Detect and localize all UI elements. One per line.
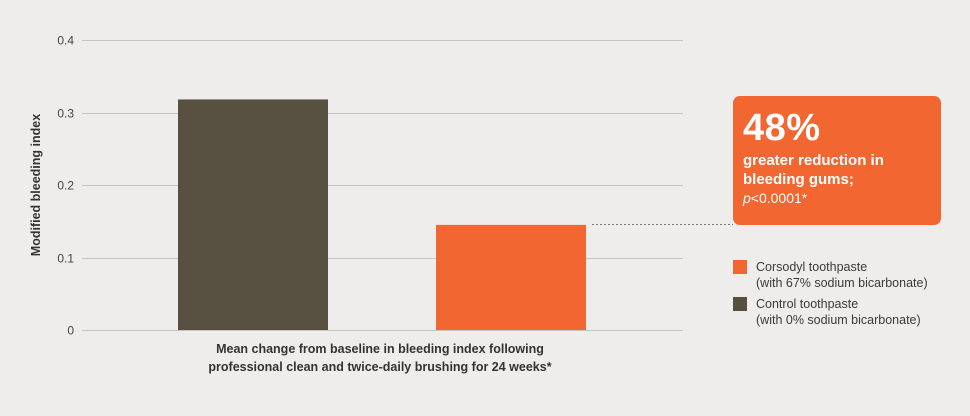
gridlines <box>82 40 683 331</box>
bar-corsodyl <box>436 224 586 330</box>
legend-sublabel-control: (with 0% sodium bicarbonate) <box>756 313 921 327</box>
bar-control <box>178 99 328 330</box>
y-tick-label: 0 <box>67 324 74 338</box>
y-tick-label: 0.1 <box>57 252 74 266</box>
legend-swatch-corsodyl <box>733 260 747 274</box>
y-tick-label: 0.2 <box>57 179 74 193</box>
callout-percentage: 48% <box>743 107 821 149</box>
callout-p-value: p<0.0001* <box>743 189 941 208</box>
legend-item-control: Control toothpaste (with 0% sodium bicar… <box>733 296 963 328</box>
bars <box>178 99 586 330</box>
legend-label-corsodyl: Corsodyl toothpaste <box>756 260 868 274</box>
x-axis-label-line1: Mean change from baseline in bleeding in… <box>216 342 544 356</box>
legend-item-corsodyl: Corsodyl toothpaste (with 67% sodium bic… <box>733 259 963 291</box>
result-callout: 48% greater reduction in bleeding gums; … <box>733 96 941 225</box>
y-tick-label: 0.3 <box>57 107 74 121</box>
legend-label-control: Control toothpaste <box>756 297 859 311</box>
p-symbol: p <box>743 190 751 206</box>
callout-text: greater reduction in bleeding gums; <box>743 151 941 189</box>
y-tick-labels: 0 0.1 0.2 0.3 0.4 <box>57 34 74 338</box>
x-axis-label: Mean change from baseline in bleeding in… <box>170 340 590 376</box>
legend: Corsodyl toothpaste (with 67% sodium bic… <box>733 259 963 328</box>
legend-swatch-control <box>733 297 747 311</box>
x-axis-label-line2: professional clean and twice-daily brush… <box>208 360 552 374</box>
y-tick-label: 0.4 <box>57 34 74 48</box>
callout-text-line1: greater reduction in <box>743 152 884 169</box>
legend-sublabel-corsodyl: (with 67% sodium bicarbonate) <box>756 276 928 290</box>
p-value: <0.0001* <box>750 190 808 206</box>
y-axis-label: Modified bleeding index <box>29 114 43 256</box>
callout-text-line2: bleeding gums; <box>743 171 854 188</box>
